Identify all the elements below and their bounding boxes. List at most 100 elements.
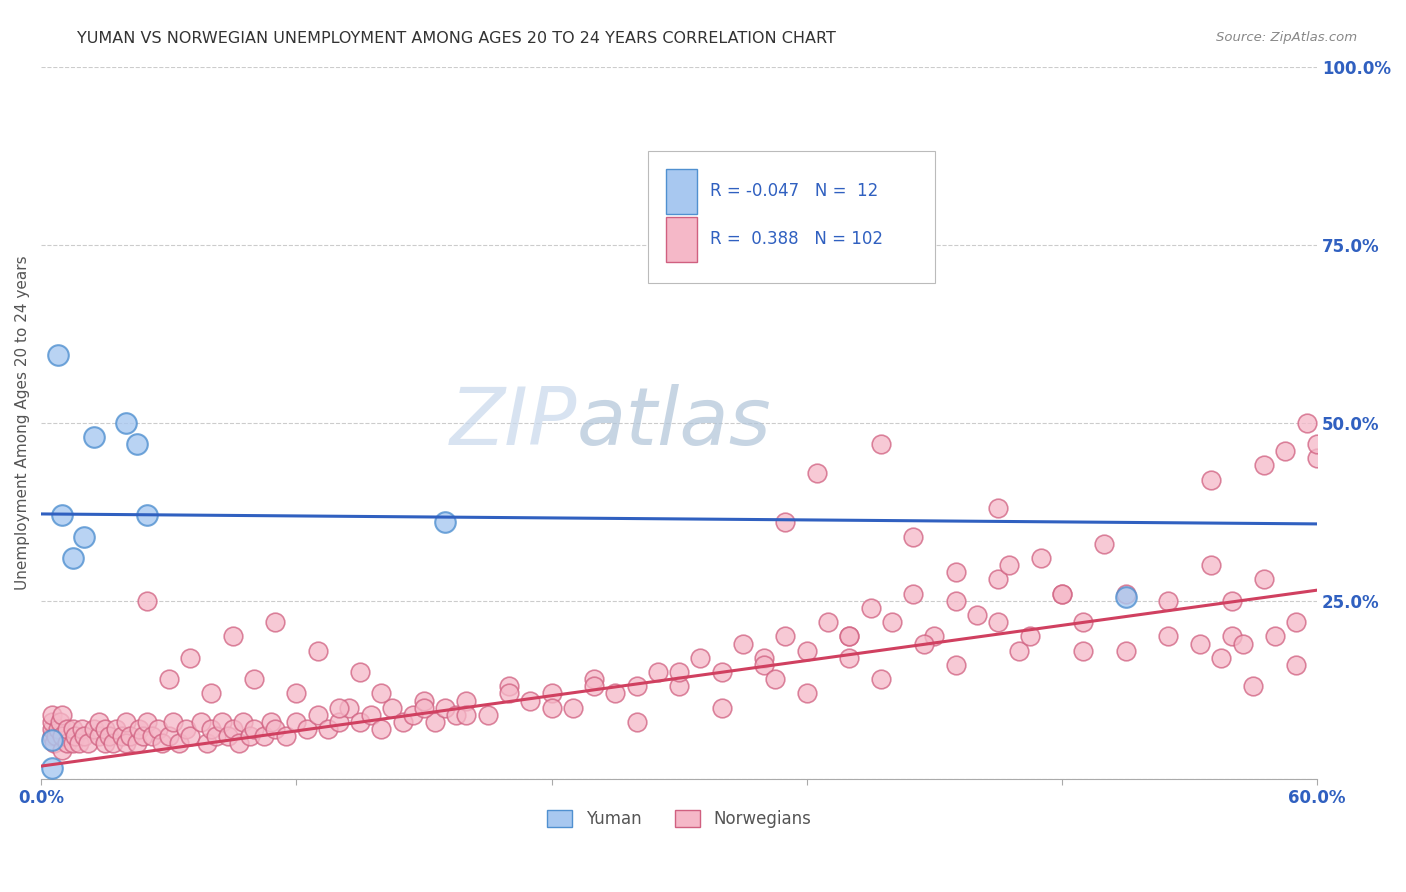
- Point: [987, 615, 1010, 630]
- Point: [49, 714, 72, 729]
- Point: [264, 615, 287, 630]
- Point: [1285, 615, 1308, 630]
- Point: [605, 686, 627, 700]
- Point: [136, 714, 159, 729]
- Point: [221, 722, 243, 736]
- Point: [211, 714, 233, 729]
- Point: [41, 761, 63, 775]
- Point: [132, 729, 155, 743]
- Point: [817, 615, 839, 630]
- Point: [253, 729, 276, 743]
- Point: [115, 416, 138, 430]
- Point: [838, 650, 860, 665]
- Point: [42, 736, 65, 750]
- Point: [498, 679, 520, 693]
- Point: [94, 736, 117, 750]
- Point: [162, 714, 184, 729]
- Point: [540, 686, 562, 700]
- Point: [41, 732, 63, 747]
- Point: [626, 679, 648, 693]
- Point: [62, 551, 84, 566]
- Text: R = -0.047   N =  12: R = -0.047 N = 12: [710, 182, 877, 200]
- Point: [423, 714, 446, 729]
- Point: [540, 700, 562, 714]
- Point: [67, 736, 90, 750]
- Point: [859, 601, 882, 615]
- Point: [710, 700, 733, 714]
- Point: [583, 672, 606, 686]
- Point: [1306, 437, 1329, 451]
- Text: Source: ZipAtlas.com: Source: ZipAtlas.com: [1216, 31, 1357, 45]
- Point: [456, 693, 478, 707]
- Point: [912, 636, 935, 650]
- Point: [195, 736, 218, 750]
- Point: [880, 615, 903, 630]
- Point: [1220, 594, 1243, 608]
- Point: [150, 736, 173, 750]
- Point: [434, 516, 457, 530]
- Point: [41, 722, 63, 736]
- Point: [264, 722, 287, 736]
- Point: [1189, 636, 1212, 650]
- Point: [46, 722, 69, 736]
- Text: ZIP: ZIP: [450, 384, 576, 462]
- Point: [260, 714, 283, 729]
- Point: [41, 714, 63, 729]
- Point: [754, 650, 776, 665]
- Point: [444, 707, 467, 722]
- Point: [242, 672, 264, 686]
- Point: [120, 729, 142, 743]
- Point: [63, 729, 86, 743]
- Point: [1029, 551, 1052, 566]
- Point: [98, 729, 121, 743]
- Point: [179, 650, 201, 665]
- Point: [561, 700, 583, 714]
- Point: [157, 672, 180, 686]
- Point: [242, 722, 264, 736]
- Point: [413, 693, 436, 707]
- Point: [381, 700, 404, 714]
- Point: [710, 665, 733, 679]
- Point: [1199, 473, 1222, 487]
- Point: [87, 714, 110, 729]
- Point: [41, 729, 63, 743]
- Y-axis label: Unemployment Among Ages 20 to 24 years: Unemployment Among Ages 20 to 24 years: [15, 255, 30, 591]
- Legend: Yuman, Norwegians: Yuman, Norwegians: [541, 803, 817, 835]
- Point: [83, 430, 105, 444]
- Point: [1211, 650, 1233, 665]
- Point: [796, 643, 818, 657]
- Point: [328, 700, 350, 714]
- Point: [1264, 630, 1286, 644]
- Point: [370, 686, 392, 700]
- Point: [190, 714, 212, 729]
- Point: [217, 729, 239, 743]
- Point: [316, 722, 339, 736]
- Point: [1115, 643, 1137, 657]
- Point: [838, 630, 860, 644]
- Point: [945, 657, 967, 672]
- Point: [157, 729, 180, 743]
- Point: [274, 729, 297, 743]
- Point: [295, 722, 318, 736]
- Point: [391, 714, 413, 729]
- Point: [1071, 615, 1094, 630]
- Point: [1285, 657, 1308, 672]
- Point: [200, 686, 222, 700]
- Point: [1253, 458, 1275, 473]
- Point: [763, 672, 786, 686]
- Point: [307, 643, 329, 657]
- Point: [128, 722, 150, 736]
- Point: [413, 700, 436, 714]
- Point: [997, 558, 1019, 573]
- Point: [796, 686, 818, 700]
- Point: [285, 686, 308, 700]
- Point: [285, 714, 308, 729]
- Point: [51, 707, 73, 722]
- Point: [125, 437, 148, 451]
- Point: [1050, 587, 1073, 601]
- Point: [94, 722, 117, 736]
- Point: [838, 202, 860, 216]
- Point: [55, 736, 77, 750]
- Point: [204, 729, 226, 743]
- Point: [987, 573, 1010, 587]
